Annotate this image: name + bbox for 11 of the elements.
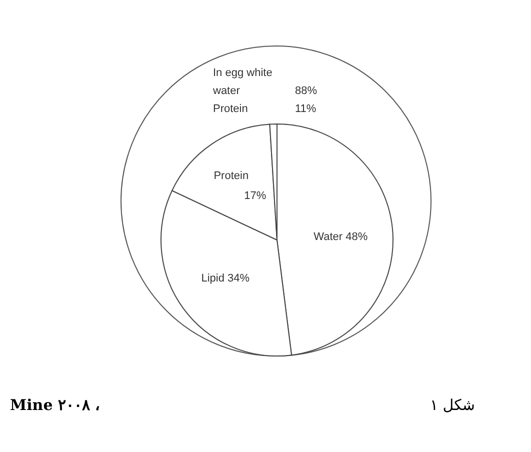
text: 88% — [295, 85, 318, 97]
data-label: 17% — [244, 190, 266, 202]
text: 11% — [295, 103, 316, 115]
slice-label: Lipid 34% — [201, 272, 250, 284]
text: water — [212, 85, 240, 97]
text: Mine ۲۰۰۸ ، — [10, 396, 100, 414]
text: شکل ۱ — [430, 396, 475, 414]
slice-label: Protein — [214, 170, 249, 182]
text: Protein — [213, 103, 248, 115]
slice-label: Water 48% — [314, 230, 368, 243]
text: In egg white — [213, 67, 272, 79]
